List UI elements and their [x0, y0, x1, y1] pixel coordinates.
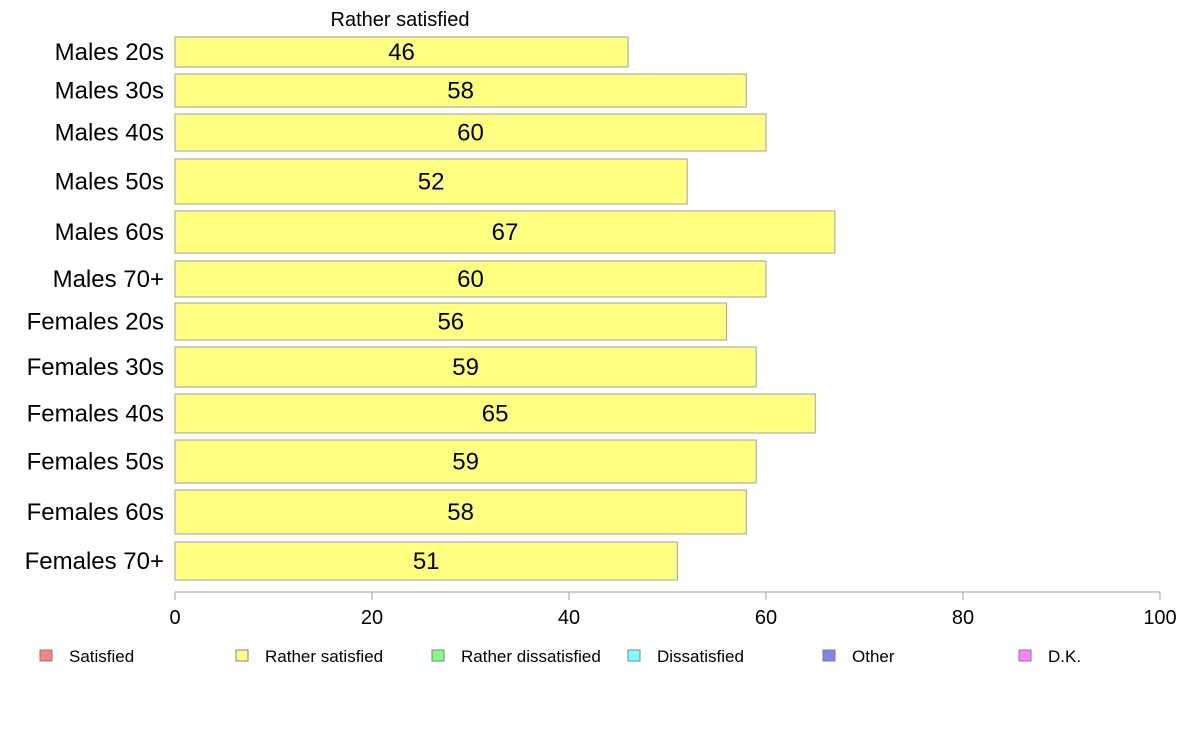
bar: [174, 73, 747, 108]
value-label: 58: [447, 78, 474, 105]
bar-row: Females 70+ 51: [25, 541, 678, 581]
category-label: Males 20s: [55, 39, 164, 66]
category-label: Females 70+: [25, 548, 164, 575]
category-label: Males 30s: [55, 78, 164, 105]
legend-label: Dissatisfied: [657, 647, 744, 666]
bar-row: Males 30s 58: [55, 73, 747, 108]
bar-row: Males 60s 67: [55, 210, 836, 254]
legend-swatch: [431, 649, 445, 662]
legend: Satisfied Rather satisfied Rather dissatis…: [39, 647, 1081, 666]
bar: [174, 439, 757, 484]
bar: [174, 36, 629, 68]
value-label: 51: [413, 548, 440, 575]
legend-swatch: [822, 649, 836, 662]
x-axis: 0 20 40 60 80 100: [169, 591, 1177, 629]
category-label: Females 20s: [27, 309, 164, 336]
legend-swatch: [1018, 649, 1032, 662]
x-tick-label: 20: [361, 607, 383, 629]
legend-swatch: [39, 649, 53, 662]
bars-group: Males 20s 46 Males 30s 58 Males 40s 60 Males 5…: [25, 36, 836, 581]
x-tick-label: 60: [755, 607, 777, 629]
bar-row: Males 50s 52: [55, 158, 688, 205]
value-label: 59: [452, 449, 479, 476]
category-label: Females 60s: [27, 499, 164, 526]
legend-label: Rather dissatisfied: [461, 647, 601, 666]
category-label: Females 30s: [27, 354, 164, 381]
bar-row: Females 60s 58: [27, 489, 747, 535]
bar-row: Males 70+ 60: [53, 260, 767, 298]
value-label: 59: [452, 354, 479, 381]
legend-label: Satisfied: [69, 647, 134, 666]
category-label: Males 60s: [55, 219, 164, 246]
legend-item: Rather dissatisfied: [431, 647, 601, 666]
x-tick-label: 0: [169, 607, 180, 629]
x-tick-label: 100: [1143, 607, 1176, 629]
x-tick-label: 80: [952, 607, 974, 629]
bar: [174, 158, 688, 205]
legend-swatch: [235, 649, 249, 662]
bar-row: Males 40s 60: [55, 113, 767, 152]
bar: [174, 489, 747, 535]
value-label: 58: [447, 499, 474, 526]
category-label: Males 50s: [55, 169, 164, 196]
value-label: 46: [388, 39, 415, 66]
legend-swatch: [627, 649, 641, 662]
bar: [174, 210, 836, 254]
legend-item: D.K.: [1018, 647, 1081, 666]
bar-row: Females 50s 59: [27, 439, 757, 484]
category-label: Females 50s: [27, 449, 164, 476]
bar-row: Females 30s 59: [27, 346, 757, 388]
bar: [174, 113, 767, 152]
value-label: 60: [457, 266, 484, 293]
legend-item: Dissatisfied: [627, 647, 744, 666]
x-tick-label: 40: [558, 607, 580, 629]
series-title: Rather satisfied: [331, 9, 470, 31]
category-label: Females 40s: [27, 401, 164, 428]
value-label: 65: [482, 401, 509, 428]
legend-label: D.K.: [1048, 647, 1081, 666]
bar: [174, 541, 678, 581]
value-label: 60: [457, 120, 484, 147]
bar: [174, 260, 767, 298]
category-label: Males 40s: [55, 120, 164, 147]
value-label: 52: [418, 169, 445, 196]
value-label: 56: [437, 309, 464, 336]
bar-row: Females 40s 65: [27, 393, 816, 434]
category-label: Males 70+: [53, 266, 164, 293]
legend-label: Rather satisfied: [265, 647, 383, 666]
bar: [174, 302, 728, 341]
bar: [174, 393, 816, 434]
bar-row: Females 20s 56: [27, 302, 728, 341]
legend-item: Satisfied: [39, 647, 134, 666]
legend-item: Rather satisfied: [235, 647, 383, 666]
value-label: 67: [492, 219, 519, 246]
legend-label: Other: [852, 647, 895, 666]
legend-item: Other: [822, 647, 895, 666]
bar-row: Males 20s 46: [55, 36, 629, 68]
bar: [174, 346, 757, 388]
